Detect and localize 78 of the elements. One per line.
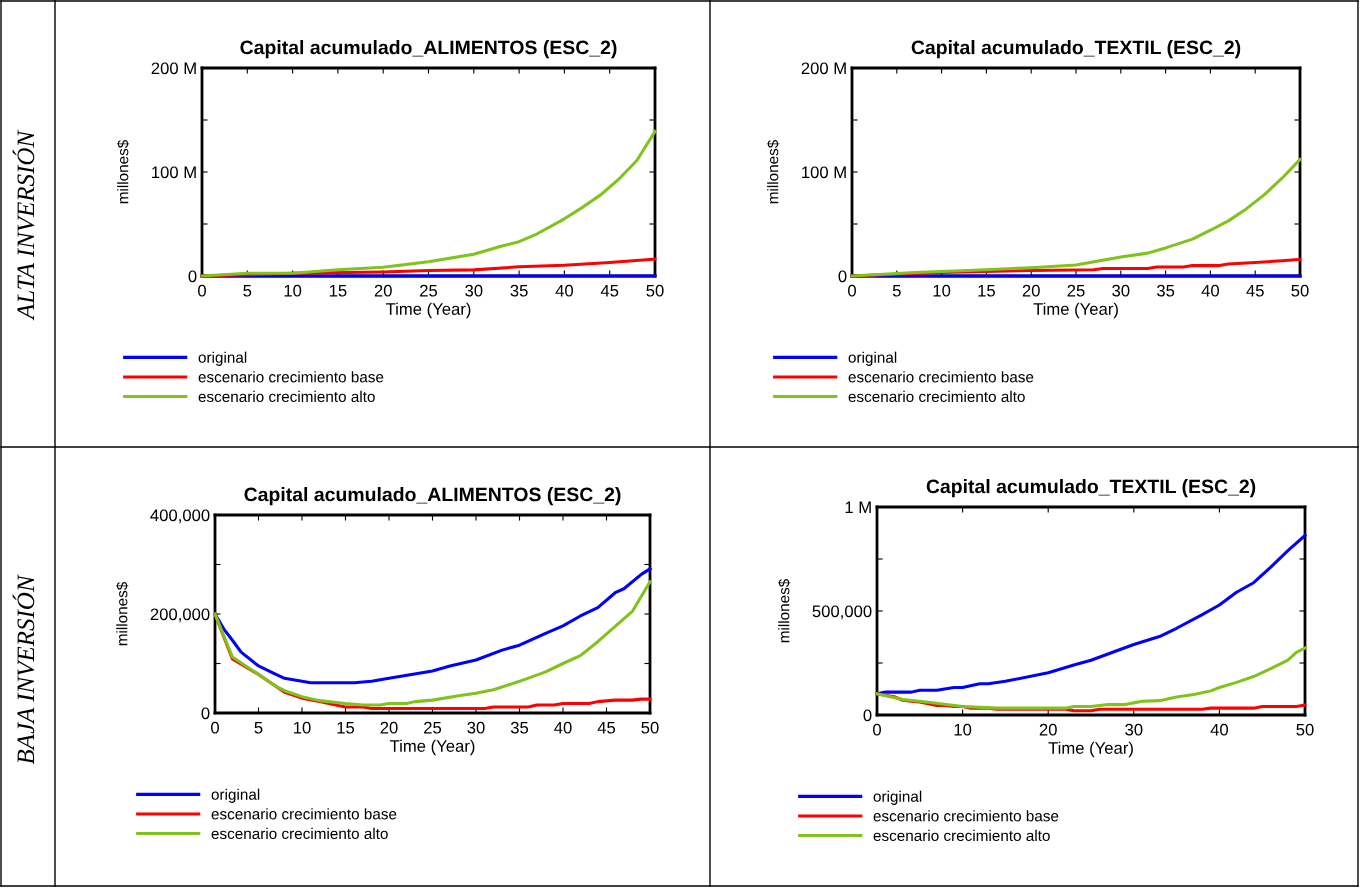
chart-title: Capital acumulado_TEXTIL (ESC_2): [926, 479, 1256, 498]
y-axis-title: millones$: [115, 581, 129, 646]
legend-label: escenario crecimiento base: [198, 371, 384, 383]
x-tick-label: 0: [873, 723, 881, 736]
x-tick-label: 20: [1039, 723, 1057, 736]
y-axis-title: millones$: [116, 139, 130, 204]
x-tick-label: 30: [1125, 723, 1143, 736]
legend-label: original: [848, 351, 897, 366]
x-tick-label: 35: [510, 721, 529, 734]
legend-label: escenario crecimiento base: [873, 810, 1059, 822]
legend-label: escenario crecimiento alto: [198, 390, 375, 403]
line-series: [875, 646, 1307, 710]
x-tick-label: 5: [254, 721, 263, 734]
chart-title: Capital acumulado_ALIMENTOS (ESC_2): [240, 40, 617, 59]
x-tick-label: 0: [211, 721, 219, 734]
legend-label: escenario crecimiento base: [848, 371, 1034, 383]
y-tick-label: 200,000: [150, 608, 210, 623]
legend-label: escenario crecimiento alto: [873, 829, 1050, 842]
y-tick-label: 100 M: [152, 166, 196, 179]
x-tick-label: 50: [646, 284, 664, 297]
legend-label: original: [198, 351, 247, 366]
x-tick-label: 40: [555, 284, 574, 297]
x-tick-label: 40: [1201, 284, 1220, 297]
y-axis-title: millones$: [766, 139, 780, 204]
y-tick-label: 400,000: [150, 509, 210, 524]
x-tick-label: 20: [1022, 284, 1040, 297]
y-axis-title: millones$: [777, 578, 791, 643]
x-tick-label: 25: [1067, 284, 1085, 297]
x-tick-label: 15: [329, 284, 347, 297]
x-axis-title: Time (Year): [1048, 741, 1133, 758]
chart-title: Capital acumulado_TEXTIL (ESC_2): [911, 40, 1241, 59]
x-axis-title: Time (Year): [389, 739, 475, 756]
x-tick-label: 5: [892, 284, 901, 297]
y-tick-label: 200 M: [801, 62, 846, 75]
x-tick-label: 50: [1296, 723, 1314, 736]
x-tick-label: 10: [294, 721, 311, 734]
legend-label: escenario crecimiento alto: [211, 827, 388, 840]
x-tick-label: 15: [978, 284, 995, 297]
x-tick-label: 25: [420, 284, 438, 297]
legend-label: escenario crecimiento base: [211, 808, 397, 820]
x-tick-label: 25: [424, 721, 442, 734]
x-axis-title: Time (Year): [1033, 302, 1118, 319]
x-tick-label: 40: [554, 721, 572, 734]
x-tick-label: 30: [467, 721, 485, 734]
x-tick-label: 10: [933, 284, 951, 297]
y-tick-label: 0: [838, 270, 847, 283]
text: ALTA INVERSIÓN: [12, 129, 35, 321]
x-tick-label: 45: [600, 284, 619, 297]
line-series: [213, 580, 652, 707]
y-tick-label: 500,000: [812, 605, 872, 620]
legend-label: original: [211, 788, 260, 803]
x-tick-label: 20: [380, 721, 398, 734]
text: BAJA INVERSIÓN: [12, 574, 35, 765]
x-tick-label: 45: [1246, 284, 1264, 297]
y-tick-label: 0: [188, 270, 197, 283]
x-tick-label: 35: [1156, 284, 1175, 297]
x-tick-label: 30: [465, 284, 483, 297]
x-tick-label: 50: [641, 721, 659, 734]
x-axis-title: Time (Year): [385, 302, 471, 319]
x-tick-label: 15: [337, 721, 355, 734]
y-tick-label: 0: [201, 707, 210, 720]
y-tick-label: 0: [863, 709, 872, 722]
x-tick-label: 50: [1291, 284, 1309, 297]
x-tick-label: 30: [1112, 284, 1130, 297]
y-tick-label: 1 M: [845, 501, 871, 514]
x-tick-label: 0: [848, 284, 856, 297]
x-tick-label: 5: [243, 284, 252, 297]
x-tick-label: 35: [510, 284, 528, 297]
y-tick-label: 100 M: [802, 166, 846, 179]
y-tick-label: 200 M: [151, 62, 196, 75]
x-tick-label: 10: [954, 723, 972, 736]
x-tick-label: 45: [597, 721, 616, 734]
legend-label: escenario crecimiento alto: [848, 390, 1025, 403]
legend-label: original: [873, 790, 922, 805]
x-tick-label: 20: [374, 284, 392, 297]
x-tick-label: 40: [1210, 723, 1229, 736]
chart-title: Capital acumulado_ALIMENTOS (ESC_2): [244, 487, 621, 506]
x-tick-label: 10: [284, 284, 302, 297]
